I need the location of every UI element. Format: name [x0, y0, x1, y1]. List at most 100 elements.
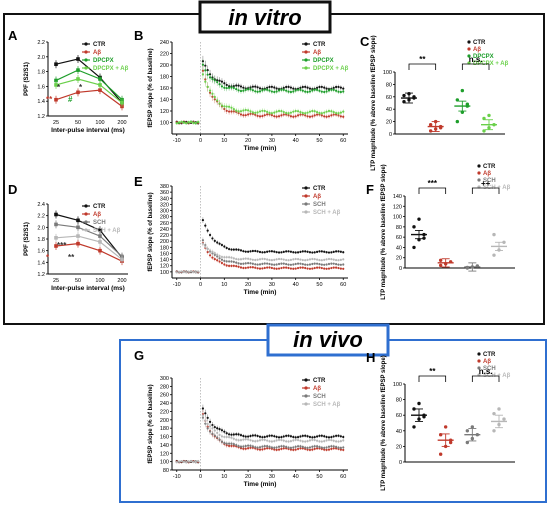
panel-e-point [289, 267, 293, 270]
panel-g-point [206, 427, 209, 430]
panel-h-ytick-label: 40 [396, 429, 402, 435]
panel-c-ytick-label: 80 [386, 82, 392, 88]
panel-e-point [270, 259, 273, 262]
panel-e-point [227, 260, 231, 263]
panel-b-legend-marker [304, 66, 308, 70]
panel-g-point [325, 435, 328, 439]
panel-b-ytick-label: 140 [160, 98, 169, 104]
panel-e-point [339, 250, 342, 253]
panel-e-point [270, 266, 273, 270]
panel-b-point [251, 111, 254, 114]
panel-e-point [261, 262, 264, 265]
panel-e-point [313, 258, 316, 261]
panel-g-point [332, 447, 335, 450]
panel-g-point [254, 440, 257, 443]
panel-e-xtick-label: 30 [269, 282, 275, 288]
panel-b-point [342, 90, 345, 93]
panel-e-point [218, 260, 221, 263]
panel-panel-d: D 1.2 1.4 1.6 1.8 2.0 2.2 2.4 PPF (S2/S1) Inter-p… [8, 182, 128, 292]
panel-h-legend-label: CTR [483, 352, 496, 358]
panel-d-legend-marker [84, 220, 88, 224]
panel-g-xtick-label: 10 [221, 474, 227, 480]
panel-b-point [289, 115, 293, 118]
panel-b-point [247, 109, 250, 112]
panel-g-point [223, 441, 226, 445]
panel-h-letter: H [366, 350, 375, 365]
panel-g-legend-marker [304, 378, 308, 382]
panel-e-point [313, 262, 316, 265]
panel-a-legend-marker [84, 58, 88, 62]
panel-g-point [275, 439, 278, 442]
panel-f-ytick-label: 60 [396, 235, 402, 241]
panel-b-point [301, 111, 304, 115]
panel-e-ytick-label: 100 [160, 270, 169, 276]
panel-g-point [308, 439, 312, 442]
panel-panel-h: H 0 20 40 60 80 100 LTP magnitude (% above base… [366, 350, 515, 491]
panel-d-point [54, 236, 58, 240]
panel-e-point [208, 233, 212, 237]
panel-d-point [98, 228, 102, 233]
panel-f-ytick-label: 120 [393, 204, 402, 210]
panel-d-annotation: * [46, 253, 50, 262]
panel-f-significance: ++ [481, 179, 491, 188]
panel-b-point [263, 114, 266, 117]
panel-e-point [180, 270, 183, 273]
panel-b-point [289, 90, 293, 94]
panel-e-point [256, 258, 259, 261]
panel-e-point [225, 256, 228, 259]
panel-g-point [239, 433, 243, 437]
panel-g-point [327, 438, 331, 442]
panel-b-point [239, 110, 243, 113]
panel-b-xtick-label: 40 [293, 138, 299, 144]
panel-b-point [268, 89, 271, 92]
panel-b-point [301, 85, 304, 89]
panel-b-point [208, 89, 212, 92]
panel-c-bracket [461, 63, 490, 70]
panel-e-point [223, 263, 226, 266]
panel-g-point [227, 433, 231, 436]
panel-e-point [237, 258, 240, 261]
panel-a-point [54, 78, 58, 83]
panel-g-point [332, 435, 335, 438]
panel-g-point [301, 440, 304, 443]
panel-e-point [337, 250, 340, 253]
panel-e-point [335, 263, 338, 266]
panel-e-point [292, 258, 295, 261]
panel-e-point [220, 255, 224, 259]
panel-b-point [318, 111, 321, 115]
panel-b-point [313, 88, 316, 91]
panel-b-point [256, 90, 259, 93]
panel-e-point [237, 262, 240, 265]
panel-a-legend-label: DPCPX [93, 58, 114, 64]
panel-b-point [315, 113, 319, 116]
panel-e-point [235, 257, 238, 261]
panel-e-point [342, 251, 345, 254]
panel-h-point [412, 407, 416, 411]
panel-e-point [239, 262, 243, 265]
panel-e-point [304, 266, 307, 270]
panel-a-letter: A [8, 28, 18, 43]
panel-g-point [299, 447, 302, 450]
panel-e-point [280, 266, 283, 270]
panel-g-point [275, 448, 278, 451]
panel-b-point [285, 85, 288, 89]
panel-h-legend-marker [477, 352, 481, 356]
panel-e-letter: E [134, 174, 143, 189]
panel-e-point [287, 263, 290, 266]
panel-e-point [213, 239, 216, 242]
panel-b-point [182, 121, 185, 125]
panel-e-ytick-label: 180 [160, 245, 169, 251]
panel-g-point [211, 432, 214, 435]
panel-b-point [294, 89, 297, 92]
panel-b-point [254, 111, 257, 114]
panel-e-point [275, 258, 278, 261]
panel-g-point [208, 430, 212, 433]
panel-e-point [289, 250, 293, 253]
panel-g-point [249, 446, 252, 449]
panel-g-point [273, 435, 276, 438]
panel-e-point [332, 258, 335, 261]
panel-e-xtick-label: -10 [173, 282, 181, 288]
panel-g-point [292, 439, 295, 442]
